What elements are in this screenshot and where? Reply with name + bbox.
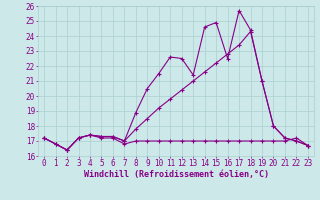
X-axis label: Windchill (Refroidissement éolien,°C): Windchill (Refroidissement éolien,°C) xyxy=(84,170,268,179)
